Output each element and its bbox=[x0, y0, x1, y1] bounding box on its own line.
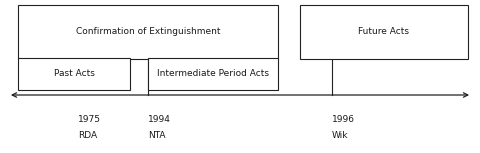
Text: RDA: RDA bbox=[78, 131, 97, 140]
Text: 1994: 1994 bbox=[148, 115, 171, 124]
Text: Past Acts: Past Acts bbox=[54, 69, 95, 78]
Text: Wik: Wik bbox=[332, 131, 348, 140]
Text: 1975: 1975 bbox=[78, 115, 101, 124]
Bar bbox=[148, 58, 278, 90]
Bar bbox=[18, 5, 278, 59]
Text: Intermediate Period Acts: Intermediate Period Acts bbox=[157, 69, 269, 78]
Bar bbox=[18, 58, 130, 90]
Text: 1996: 1996 bbox=[332, 115, 355, 124]
Text: Future Acts: Future Acts bbox=[359, 28, 409, 37]
Bar bbox=[300, 5, 468, 59]
Text: NTA: NTA bbox=[148, 131, 166, 140]
Text: Confirmation of Extinguishment: Confirmation of Extinguishment bbox=[76, 28, 220, 37]
